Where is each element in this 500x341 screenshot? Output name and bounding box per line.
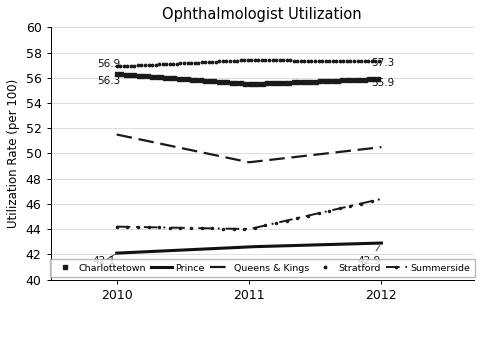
Stratford	[114, 64, 120, 69]
Text: 42.9: 42.9	[358, 245, 381, 266]
Line: Prince: Prince	[116, 243, 382, 253]
Summerside	[338, 206, 344, 210]
Charlottetown	[246, 82, 252, 86]
Line: Charlottetown: Charlottetown	[115, 72, 384, 86]
Prince	[337, 242, 343, 246]
Line: Summerside: Summerside	[114, 197, 384, 231]
Stratford	[246, 58, 252, 62]
Charlottetown	[354, 78, 360, 82]
Text: 42.1: 42.1	[93, 255, 116, 266]
Title: Ophthalmologist Utilization: Ophthalmologist Utilization	[162, 7, 362, 22]
Charlottetown	[338, 78, 344, 83]
Prince	[276, 244, 281, 248]
Charlottetown	[272, 81, 278, 85]
Summerside	[114, 225, 119, 229]
Prince	[270, 244, 276, 248]
Queens & Kings	[246, 160, 252, 164]
Summerside	[354, 202, 360, 206]
Prince	[354, 242, 360, 246]
Queens & Kings	[378, 145, 384, 149]
Text: 57.3: 57.3	[371, 58, 394, 68]
Text: 56.3: 56.3	[97, 76, 120, 86]
Queens & Kings	[276, 157, 282, 161]
Legend: Charlottetown, Prince, Queens & Kings, Stratford, Summerside: Charlottetown, Prince, Queens & Kings, S…	[50, 259, 475, 278]
Queens & Kings	[114, 133, 120, 137]
Stratford	[338, 59, 344, 63]
Stratford	[272, 58, 278, 62]
Prince	[114, 251, 119, 255]
Summerside	[246, 227, 252, 231]
Prince	[114, 251, 120, 255]
Summerside	[378, 197, 384, 201]
Summerside	[272, 221, 278, 225]
Line: Queens & Kings: Queens & Kings	[116, 134, 382, 162]
Charlottetown	[114, 72, 119, 76]
Stratford	[272, 58, 278, 62]
Y-axis label: Utilization Rate (per 100): Utilization Rate (per 100)	[7, 79, 20, 228]
Charlottetown	[276, 81, 282, 85]
Stratford	[378, 59, 384, 63]
Stratford	[114, 64, 119, 69]
Stratford	[354, 59, 360, 63]
Text: 55.9: 55.9	[371, 78, 394, 88]
Queens & Kings	[354, 148, 360, 152]
Queens & Kings	[272, 157, 278, 161]
Summerside	[276, 220, 282, 224]
Queens & Kings	[114, 132, 119, 136]
Summerside	[114, 225, 120, 229]
Summerside	[272, 221, 278, 225]
Prince	[272, 244, 278, 248]
Stratford	[276, 58, 282, 62]
Charlottetown	[378, 77, 384, 81]
Charlottetown	[114, 72, 120, 76]
Charlottetown	[272, 81, 278, 85]
Line: Stratford: Stratford	[114, 58, 384, 69]
Prince	[378, 241, 384, 245]
Queens & Kings	[272, 157, 278, 161]
Text: 56.9: 56.9	[97, 59, 120, 69]
Queens & Kings	[338, 150, 344, 154]
